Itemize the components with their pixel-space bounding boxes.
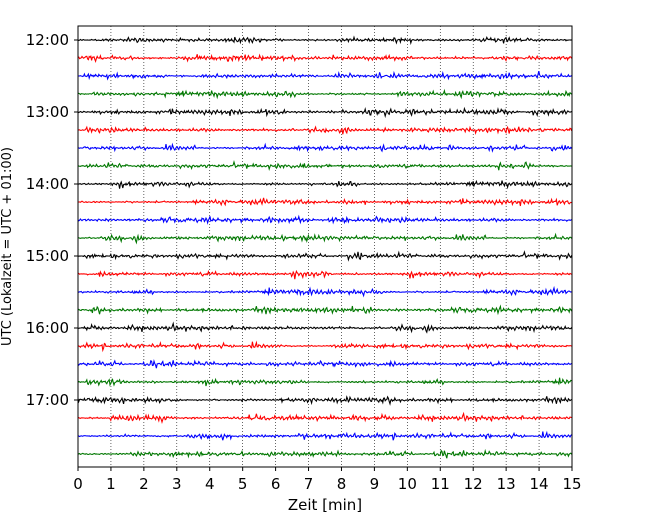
y-axis-ticks: 12:00 13:00 14:00 15:00 16:00 17:00 — [26, 31, 78, 409]
x-tick-label: 14 — [530, 475, 549, 493]
x-tick-label: 13 — [497, 475, 516, 493]
seismogram-trace — [77, 304, 573, 316]
seismogram-trace — [77, 377, 572, 387]
y-axis-label: UTC (Lokalzeit = UTC + 01:00) — [0, 147, 15, 346]
seismogram-trace — [77, 160, 572, 172]
y-tick-label: 14:00 — [26, 175, 69, 193]
x-tick-label: 1 — [106, 475, 116, 493]
seismogram-trace — [77, 411, 572, 425]
seismogram-trace — [77, 35, 572, 46]
seismogram-trace — [77, 214, 572, 225]
seismogram-trace — [77, 448, 573, 459]
x-tick-label: 0 — [73, 475, 83, 493]
seismogram-trace — [77, 179, 572, 190]
x-tick-label: 12 — [464, 475, 483, 493]
seismogram-trace — [77, 70, 572, 81]
x-tick-label: 6 — [271, 475, 281, 493]
seismogram-traces — [77, 35, 573, 459]
y-tick-label: 16:00 — [26, 319, 69, 337]
x-tick-label: 15 — [562, 475, 581, 493]
x-tick-label: 8 — [337, 475, 347, 493]
seismogram-trace — [77, 359, 572, 369]
seismogram-trace — [77, 106, 572, 119]
x-tick-label: 9 — [370, 475, 380, 493]
x-tick-label: 3 — [172, 475, 182, 493]
x-tick-label: 5 — [238, 475, 248, 493]
seismogram-trace — [77, 340, 572, 353]
x-tick-label: 2 — [139, 475, 149, 493]
seismogram-trace — [77, 430, 573, 441]
seismogram-trace — [77, 232, 573, 245]
seismogram-trace — [77, 250, 573, 262]
seismogram-trace — [77, 142, 573, 153]
seismogram-trace — [77, 197, 572, 207]
seismogram-trace — [77, 285, 572, 298]
y-tick-label: 13:00 — [26, 103, 69, 121]
y-tick-label: 12:00 — [26, 31, 69, 49]
x-tick-label: 10 — [398, 475, 417, 493]
seismogram-trace — [77, 395, 572, 406]
plot-frame — [77, 25, 573, 468]
seismogram-trace — [77, 269, 572, 280]
seismogram-trace — [77, 125, 573, 135]
seismogram-trace — [77, 53, 573, 64]
y-tick-label: 17:00 — [26, 391, 69, 409]
seismogram-trace — [77, 321, 573, 334]
x-tick-label: 7 — [304, 475, 314, 493]
x-tick-label: 4 — [205, 475, 215, 493]
x-axis-ticks: 0 1 2 3 4 5 6 7 8 9 10 11 12 13 14 15 — [73, 467, 582, 493]
y-tick-label: 15:00 — [26, 247, 69, 265]
x-tick-label: 11 — [431, 475, 450, 493]
seismogram-trace — [77, 88, 573, 100]
x-axis-label: Zeit [min] — [288, 496, 362, 514]
